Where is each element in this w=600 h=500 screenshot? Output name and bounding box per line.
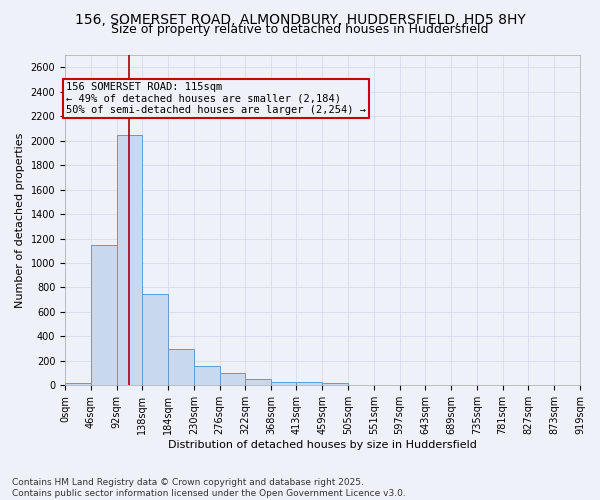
Bar	[374, 384, 400, 386]
Bar	[245, 379, 271, 386]
Bar	[168, 348, 194, 386]
Bar	[400, 384, 425, 386]
Text: Contains HM Land Registry data © Crown copyright and database right 2025.
Contai: Contains HM Land Registry data © Crown c…	[12, 478, 406, 498]
Bar	[425, 384, 451, 386]
Bar	[194, 366, 220, 386]
Bar	[477, 384, 503, 386]
Y-axis label: Number of detached properties: Number of detached properties	[15, 132, 25, 308]
Bar	[91, 244, 116, 386]
Bar	[220, 373, 245, 386]
X-axis label: Distribution of detached houses by size in Huddersfield: Distribution of detached houses by size …	[168, 440, 477, 450]
Text: 156 SOMERSET ROAD: 115sqm
← 49% of detached houses are smaller (2,184)
50% of se: 156 SOMERSET ROAD: 115sqm ← 49% of detac…	[66, 82, 366, 115]
Bar	[451, 384, 477, 386]
Bar	[65, 383, 91, 386]
Bar	[116, 134, 142, 386]
Bar	[142, 294, 168, 386]
Text: 156, SOMERSET ROAD, ALMONDBURY, HUDDERSFIELD, HD5 8HY: 156, SOMERSET ROAD, ALMONDBURY, HUDDERSF…	[74, 12, 526, 26]
Text: Size of property relative to detached houses in Huddersfield: Size of property relative to detached ho…	[111, 22, 489, 36]
Bar	[271, 382, 296, 386]
Bar	[296, 382, 322, 386]
Bar	[503, 384, 529, 386]
Bar	[554, 384, 580, 386]
Bar	[322, 383, 348, 386]
Bar	[529, 384, 554, 386]
Bar	[348, 384, 374, 386]
